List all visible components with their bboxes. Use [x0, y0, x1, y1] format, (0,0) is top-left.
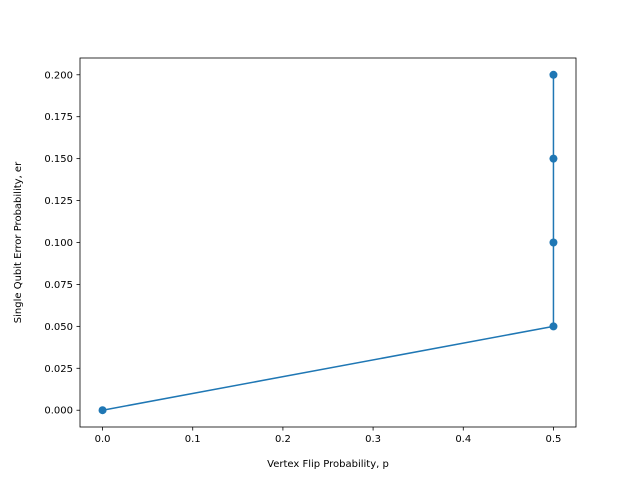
x-tick-label: 0.4: [455, 434, 471, 445]
y-tick-label: 0.150: [44, 154, 73, 165]
y-tick-label: 0.175: [44, 112, 73, 123]
y-tick-label: 0.100: [44, 238, 73, 249]
data-point: [549, 154, 558, 163]
data-point: [549, 238, 558, 247]
y-tick-label: 0.000: [44, 406, 73, 417]
data-point: [549, 322, 558, 331]
x-axis-label: Vertex Flip Probability, p: [267, 459, 389, 470]
x-tick-label: 0.2: [275, 434, 291, 445]
data-point: [549, 70, 558, 79]
x-tick-label: 0.1: [185, 434, 201, 445]
x-tick-label: 0.5: [546, 434, 562, 445]
y-tick-label: 0.075: [44, 280, 73, 291]
y-axis: 0.000 0.025 0.050 0.075 0.100 0.125 0.150 0.175…: [44, 70, 80, 417]
y-tick-label: 0.050: [44, 322, 73, 333]
y-axis-label: Single Qubit Error Probability, er: [13, 161, 24, 323]
y-tick-label: 0.125: [44, 196, 73, 207]
x-tick-label: 0.0: [95, 434, 111, 445]
plot-area: [80, 58, 576, 427]
y-tick-label: 0.025: [44, 364, 73, 375]
series-layer: [98, 70, 558, 415]
x-tick-label: 0.3: [365, 434, 381, 445]
x-axis: 0.0 0.1 0.2 0.3 0.4 0.5: [95, 427, 562, 445]
data-point: [98, 406, 107, 415]
y-tick-label: 0.200: [44, 70, 73, 81]
